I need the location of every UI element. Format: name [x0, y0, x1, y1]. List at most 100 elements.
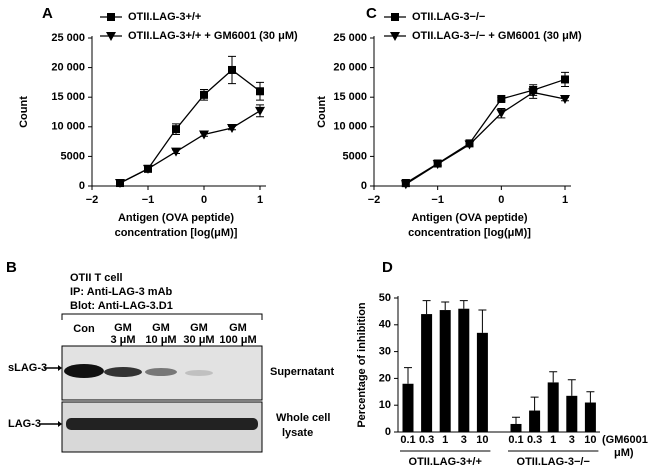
legend-label: OTII.LAG-3−/− + GM6001 (30 μM) — [412, 30, 582, 42]
y-tick-label: 0 — [79, 180, 85, 192]
bar — [458, 308, 470, 432]
x-tick-label: 1 — [257, 194, 263, 206]
arrow — [58, 421, 62, 427]
error-bar — [404, 367, 412, 384]
x-tick-label: −2 — [86, 194, 99, 206]
legend-marker — [391, 13, 399, 21]
lane-label: GM — [152, 322, 170, 334]
bar — [584, 402, 596, 432]
group-label: OTII.LAG-3+/+ — [409, 456, 482, 468]
error-bar — [586, 391, 595, 403]
y-axis-label: Percentage of inhibition — [356, 302, 368, 428]
marker — [256, 87, 264, 96]
lane-label: 30 μM — [183, 334, 214, 346]
legend-label: OTII.LAG-3−/− — [412, 11, 485, 23]
y-tick-label: 20 000 — [51, 62, 85, 74]
marker — [560, 94, 570, 104]
x-axis-label: Antigen (OVA peptide) — [118, 212, 234, 224]
marker — [255, 106, 265, 116]
lane-label: Con — [73, 323, 95, 335]
x-tick-label: 0.3 — [527, 434, 542, 446]
legend-label: OTII.LAG-3+/+ + GM6001 (30 μM) — [128, 30, 298, 42]
fraction-label: lysate — [282, 427, 313, 439]
y-tick-label: 15 000 — [333, 91, 367, 103]
y-tick-label: 10 000 — [333, 121, 367, 133]
group-label: OTII.LAG-3−/− — [517, 456, 590, 468]
marker — [528, 88, 539, 98]
series-line — [405, 91, 566, 185]
series-line — [405, 78, 566, 184]
bar — [421, 314, 433, 432]
series-line — [119, 110, 261, 184]
lane-label: GM — [190, 322, 208, 334]
legend-marker — [107, 13, 115, 21]
x-tick-label: 1 — [562, 194, 568, 206]
marker — [432, 160, 443, 170]
bar — [529, 410, 541, 432]
blot-header: IP: Anti-LAG-3 mAb — [70, 286, 173, 298]
marker — [400, 180, 411, 190]
error-bar — [530, 396, 539, 411]
x-tick-label: 0 — [201, 194, 207, 206]
error-bar — [567, 379, 576, 396]
x-axis-label: concentration [log(μM)] — [408, 227, 531, 239]
marker — [200, 90, 208, 99]
marker — [464, 140, 475, 150]
x-tick-label: −2 — [368, 194, 381, 206]
lane-label: GM — [114, 322, 132, 334]
bar — [476, 332, 488, 432]
band-label: LAG-3 — [8, 418, 41, 430]
band — [64, 364, 104, 378]
x-tick-label: −1 — [142, 194, 155, 206]
blot-header: Blot: Anti-LAG-3.D1 — [70, 300, 173, 312]
x-tick-label: −1 — [431, 194, 444, 206]
x-tick-label: 3 — [569, 434, 575, 446]
fraction-label: Supernatant — [270, 366, 335, 378]
panel-label: B — [6, 259, 17, 276]
lane-label: GM — [229, 322, 247, 334]
band — [66, 418, 258, 430]
blot-header: OTII T cell — [70, 272, 123, 284]
annotation: μM) — [614, 447, 634, 459]
marker — [115, 179, 125, 189]
error-bar — [512, 416, 520, 424]
legend-marker — [390, 32, 400, 41]
marker — [171, 147, 181, 157]
x-tick-label: 1 — [442, 434, 448, 446]
lane-label: 10 μM — [145, 334, 176, 346]
legend-label: OTII.LAG-3+/+ — [128, 11, 201, 23]
panel-label: C — [366, 5, 377, 22]
error-bar — [459, 300, 468, 309]
error-bar — [422, 300, 431, 315]
band-label: sLAG-3 — [8, 362, 47, 374]
y-tick-label: 20 000 — [333, 62, 367, 74]
x-tick-label: 10 — [476, 434, 488, 446]
y-tick-label: 40 — [379, 319, 391, 331]
marker — [172, 125, 180, 134]
x-tick-label: 0.3 — [419, 434, 434, 446]
error-bar — [549, 371, 558, 383]
marker — [496, 109, 507, 119]
lane-bracket — [61, 313, 263, 320]
x-tick-label: 3 — [461, 434, 467, 446]
arrow — [58, 365, 62, 371]
y-tick-label: 50 — [379, 292, 391, 304]
marker — [199, 130, 209, 140]
bar — [402, 383, 414, 432]
bar — [510, 423, 522, 432]
bar — [439, 310, 451, 432]
lane-label: 3 μM — [110, 334, 135, 346]
legend-marker — [106, 32, 116, 41]
x-axis-label: concentration [log(μM)] — [115, 227, 238, 239]
band — [104, 367, 142, 377]
x-tick-label: 0.1 — [508, 434, 523, 446]
y-tick-label: 5000 — [343, 150, 367, 162]
marker — [228, 65, 236, 74]
x-tick-label: 0 — [498, 194, 504, 206]
annotation: (GM6001 — [602, 434, 648, 446]
y-tick-label: 15 000 — [51, 91, 85, 103]
marker — [143, 164, 153, 174]
y-tick-label: 20 — [379, 372, 391, 384]
marker — [561, 75, 569, 84]
